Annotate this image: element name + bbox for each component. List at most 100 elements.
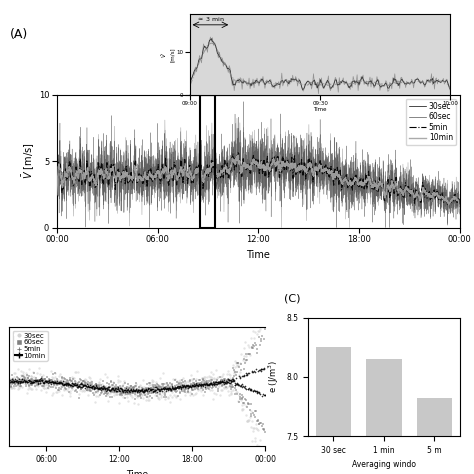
Point (93, 387, 100, 395)
Point (230, 372, 238, 380)
Point (175, 382, 182, 390)
Point (233, 375, 241, 383)
Point (102, 385, 110, 393)
Point (237, 361, 245, 368)
Point (91, 384, 99, 392)
Point (105, 386, 112, 394)
Point (255, 366, 263, 374)
Point (24, 381, 32, 388)
Point (105, 387, 113, 395)
Point (150, 387, 158, 395)
Point (132, 383, 139, 391)
Point (159, 381, 166, 388)
Point (238, 373, 246, 380)
Point (61, 380, 69, 387)
Point (224, 379, 231, 386)
Point (36, 378, 44, 385)
Point (110, 386, 118, 394)
Point (248, 361, 256, 368)
Point (116, 386, 123, 393)
Point (91, 386, 98, 394)
Point (118, 387, 126, 394)
Point (188, 382, 196, 389)
Point (15, 379, 22, 386)
Point (167, 386, 175, 394)
Point (127, 388, 134, 395)
Point (165, 383, 173, 390)
Point (156, 384, 164, 392)
Point (106, 381, 113, 388)
Point (131, 387, 138, 394)
Point (126, 390, 134, 398)
Point (195, 383, 203, 390)
Point (223, 377, 230, 384)
Point (254, 388, 262, 395)
Point (207, 374, 214, 381)
Point (235, 363, 243, 371)
Point (167, 385, 174, 392)
Point (38, 376, 46, 384)
Point (169, 385, 177, 392)
Point (255, 388, 263, 395)
Point (24, 378, 32, 385)
Point (226, 377, 234, 384)
Point (123, 394, 131, 401)
Point (104, 380, 111, 387)
Point (99, 386, 106, 393)
Point (7, 378, 14, 385)
Point (173, 387, 180, 395)
Point (107, 378, 115, 386)
Point (53, 379, 60, 387)
Point (143, 387, 151, 395)
Point (75, 390, 82, 398)
Point (86, 382, 93, 389)
Point (171, 385, 179, 392)
Point (248, 367, 256, 375)
Point (118, 385, 125, 393)
Point (221, 377, 229, 385)
Point (121, 379, 129, 387)
Point (240, 352, 247, 359)
Point (33, 369, 41, 377)
Point (209, 383, 217, 391)
Point (28, 376, 36, 384)
Point (142, 384, 150, 392)
Point (145, 384, 153, 392)
Point (44, 380, 51, 388)
Point (171, 383, 178, 391)
Point (108, 394, 116, 401)
Point (23, 378, 30, 386)
Point (68, 382, 75, 390)
Point (175, 380, 183, 387)
Point (59, 380, 67, 387)
Point (207, 378, 215, 386)
Point (106, 385, 113, 393)
Point (58, 381, 65, 388)
Point (137, 386, 145, 394)
Point (244, 350, 251, 357)
Point (86, 379, 94, 387)
Point (174, 383, 182, 390)
Point (8, 376, 15, 383)
Point (14, 378, 22, 386)
Point (90, 382, 98, 390)
Point (180, 385, 188, 393)
Point (6, 377, 14, 385)
Point (8, 371, 16, 379)
Point (107, 385, 115, 393)
Point (228, 376, 236, 383)
Point (242, 397, 250, 404)
Point (139, 388, 147, 396)
Point (256, 342, 264, 349)
Point (75, 382, 82, 390)
Point (184, 384, 191, 392)
Point (123, 383, 131, 391)
Point (89, 385, 97, 393)
Point (67, 379, 75, 387)
Point (179, 382, 186, 390)
Point (183, 383, 191, 390)
Point (76, 383, 84, 391)
Point (254, 345, 261, 353)
Point (199, 381, 206, 388)
Point (40, 377, 48, 385)
